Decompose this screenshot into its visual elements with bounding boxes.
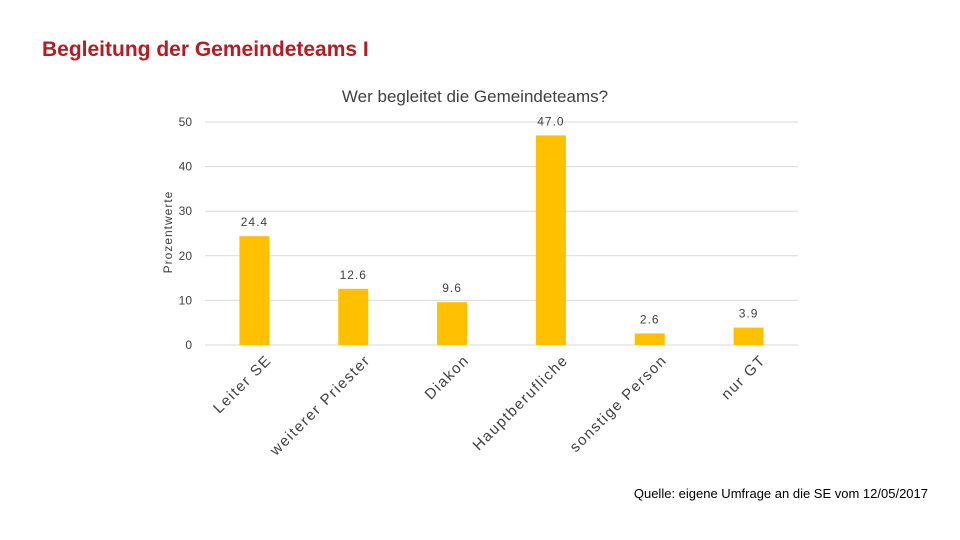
bar (437, 302, 468, 345)
slide-title: Begleitung der Gemeindeteams I (42, 38, 369, 61)
x-tick-label: Diakon (422, 352, 473, 403)
y-tick-label: 20 (179, 249, 193, 263)
x-tick-label: weiterer Priester (266, 352, 374, 460)
gridlines (205, 121, 798, 346)
y-tick-labels: 0 10 20 30 40 50 (179, 115, 193, 352)
data-label: 24.4 (241, 215, 268, 229)
y-tick-label: 30 (179, 204, 193, 218)
y-tick-label: 50 (179, 115, 193, 129)
x-tick-label: nur GT (718, 352, 769, 403)
bar (338, 288, 369, 345)
source-note: Quelle: eigene Umfrage an die SE vom 12/… (633, 486, 928, 501)
y-tick-label: 10 (179, 293, 193, 307)
bar (535, 135, 566, 345)
bar (634, 333, 665, 345)
data-label: 3.9 (739, 307, 759, 321)
x-tick-label: Hauptberufliche (470, 352, 572, 454)
y-tick-label: 0 (185, 338, 192, 352)
y-tick-label: 40 (179, 160, 193, 174)
x-tick-label: Leiter SE (210, 352, 275, 417)
chart-title: Wer begleitet die Gemeindeteams? (342, 87, 608, 106)
x-tick-label: sonstige Person (567, 352, 671, 456)
y-axis-label: Prozentwerte (161, 191, 175, 274)
bar (239, 236, 270, 345)
data-label: 9.6 (442, 281, 462, 295)
bars (239, 135, 764, 345)
data-label: 12.6 (340, 268, 367, 282)
bar (733, 327, 764, 345)
data-label: 2.6 (640, 312, 660, 326)
value-labels: 24.4 12.6 9.6 47.0 2.6 3.9 (241, 114, 759, 326)
data-label: 47.0 (537, 114, 564, 128)
